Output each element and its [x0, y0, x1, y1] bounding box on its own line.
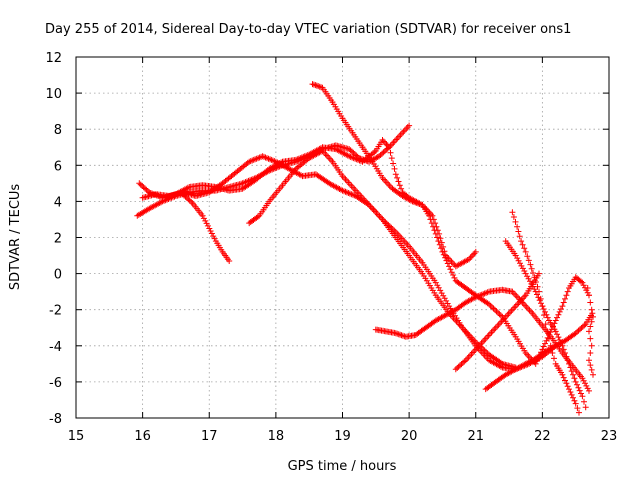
series-track-i	[482, 310, 596, 393]
marker-run	[179, 191, 233, 264]
series-track-d	[179, 191, 233, 264]
grid	[76, 57, 609, 418]
x-tick-label: 16	[134, 429, 151, 444]
x-tick-label: 21	[467, 429, 484, 444]
y-tick-label: 0	[54, 268, 62, 283]
y-tick-label: 6	[54, 159, 62, 174]
series-track-k	[509, 209, 582, 416]
x-tick-label: 18	[268, 429, 285, 444]
y-tick-label: -6	[49, 376, 62, 391]
y-tick-label: 10	[45, 87, 62, 102]
y-tick-label: -8	[49, 412, 62, 427]
x-tick-label: 15	[68, 429, 85, 444]
series-track-l	[584, 285, 596, 378]
series-track-f	[309, 81, 592, 367]
ticks: 15 16 17 18 19 20 21 22 23 -8 -6 -4 -2 0 2 4 6 8 10 12	[45, 51, 617, 444]
x-axis-label: GPS time / hours	[288, 459, 397, 474]
x-tick-label: 20	[401, 429, 418, 444]
marker-run	[509, 209, 582, 416]
marker-run	[482, 310, 596, 393]
y-tick-label: -4	[49, 340, 62, 355]
marker-run	[246, 147, 519, 371]
y-axis-label: SDTVAR / TECUs	[8, 184, 23, 291]
x-tick-label: 19	[334, 429, 351, 444]
y-tick-label: 12	[45, 51, 62, 66]
marker-run	[584, 285, 596, 378]
x-tick-label: 17	[201, 429, 218, 444]
chart-title: Day 255 of 2014, Sidereal Day-to-day VTE…	[45, 22, 571, 37]
marker-run	[309, 81, 592, 367]
series-track-e	[246, 147, 519, 371]
y-tick-label: -2	[49, 304, 62, 319]
data-points	[134, 81, 596, 416]
y-tick-label: 8	[54, 123, 62, 138]
y-tick-label: 2	[54, 232, 62, 247]
y-tick-label: 4	[54, 195, 62, 210]
x-tick-label: 22	[534, 429, 551, 444]
x-tick-label: 23	[601, 429, 618, 444]
